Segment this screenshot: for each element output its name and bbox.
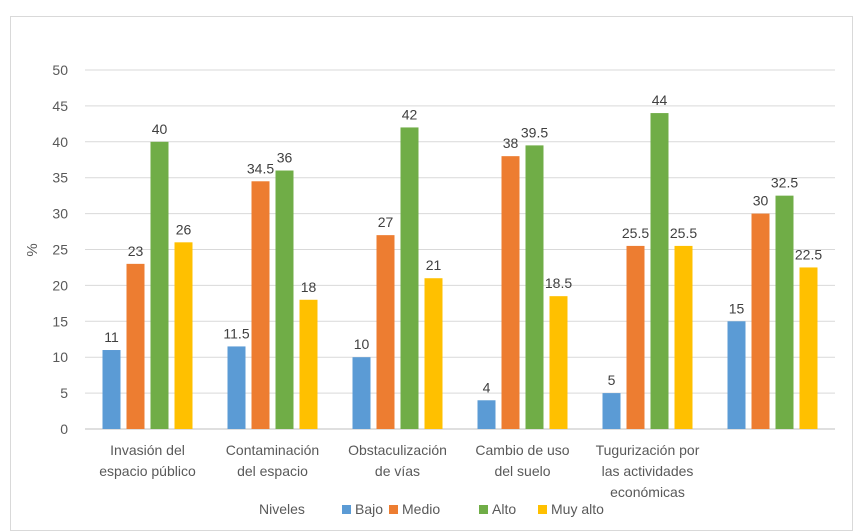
y-tick-label: 40 <box>52 134 68 150</box>
y-tick-label: 5 <box>60 385 68 401</box>
bar-alto <box>275 170 294 429</box>
data-label: 44 <box>652 92 668 108</box>
legend-label: Bajo <box>355 501 383 517</box>
y-tick-label: 45 <box>52 98 68 114</box>
data-label: 40 <box>152 121 168 137</box>
x-category-label: espacio público <box>99 463 196 479</box>
x-category-label: Obstaculización <box>348 442 447 458</box>
data-label: 10 <box>354 336 370 352</box>
x-axis-categories: Invasión del espacio público Contaminación… <box>99 442 699 500</box>
y-tick-label: 0 <box>60 421 68 437</box>
x-category-label: de vías <box>375 463 420 479</box>
y-tick-label: 20 <box>52 277 68 293</box>
gridlines <box>85 69 835 430</box>
data-label: 4 <box>483 379 491 395</box>
legend-label: Alto <box>492 501 516 517</box>
y-tick-label: 15 <box>52 313 68 329</box>
data-label: 11 <box>104 329 119 345</box>
data-label: 30 <box>753 193 769 209</box>
bar-bajo <box>227 346 246 429</box>
bar-alto <box>650 113 669 429</box>
bar-muy-alto <box>299 299 318 429</box>
bar-alto <box>525 145 544 429</box>
bar-muy-alto <box>549 296 568 429</box>
data-label: 22.5 <box>795 246 822 262</box>
bar-medio <box>626 245 645 429</box>
y-tick-label: 50 <box>52 62 68 78</box>
data-label: 36 <box>277 150 293 166</box>
bar-alto <box>150 141 169 430</box>
legend-swatch-bajo <box>342 505 351 514</box>
y-axis-ticks: 0 5 10 15 20 25 30 35 40 45 50 <box>52 62 68 437</box>
legend-swatch-alto <box>479 505 488 514</box>
data-label: 42 <box>402 106 418 122</box>
x-category-label: del suelo <box>494 463 550 479</box>
y-tick-label: 30 <box>52 206 68 222</box>
bar-bajo <box>727 321 746 429</box>
data-label: 32.5 <box>771 175 798 191</box>
bar-muy-alto <box>174 242 193 429</box>
bar-medio <box>376 235 395 429</box>
data-label: 26 <box>176 221 192 237</box>
data-label: 15 <box>729 300 745 316</box>
legend-label: Muy alto <box>551 501 604 517</box>
bar-medio <box>751 213 770 429</box>
x-category-label: del espacio <box>237 463 308 479</box>
legend: Niveles Bajo Medio Alto Muy alto <box>259 501 604 517</box>
y-tick-label: 10 <box>52 349 68 365</box>
bar-alto <box>775 195 794 429</box>
data-label: 39.5 <box>521 124 548 140</box>
bar-medio <box>251 181 270 429</box>
bar-muy-alto <box>674 245 693 429</box>
data-label: 18 <box>301 279 317 295</box>
y-axis-label: % <box>24 243 41 256</box>
x-category-label: Tugurización por <box>596 442 700 458</box>
data-label: 38 <box>503 135 519 151</box>
x-category-label: Cambio de uso <box>475 442 569 458</box>
bar-muy-alto <box>424 278 443 429</box>
data-label: 34.5 <box>247 160 274 176</box>
legend-swatch-medio <box>389 505 398 514</box>
x-category-label: las actividades <box>602 463 694 479</box>
data-label: 11.5 <box>223 325 249 341</box>
y-tick-label: 35 <box>52 170 68 186</box>
bar-bajo <box>352 357 371 429</box>
bar-alto <box>400 127 419 429</box>
data-label: 25.5 <box>622 225 649 241</box>
bar-bajo <box>102 350 121 429</box>
legend-swatch-muy-alto <box>538 505 547 514</box>
legend-label: Medio <box>402 501 440 517</box>
bar-medio <box>501 156 520 429</box>
bar-medio <box>126 263 145 429</box>
legend-title: Niveles <box>259 501 305 517</box>
data-label: 18.5 <box>545 275 572 291</box>
x-category-label: Invasión del <box>110 442 185 458</box>
bar-bajo <box>602 393 621 429</box>
bar-bajo <box>477 400 496 429</box>
data-label: 23 <box>128 243 144 259</box>
data-label: 25.5 <box>670 225 697 241</box>
bar-muy-alto <box>799 267 818 429</box>
data-label: 5 <box>608 372 616 388</box>
data-label: 21 <box>426 257 442 273</box>
x-category-label: Contaminación <box>226 442 319 458</box>
x-category-label: económicas <box>610 484 685 500</box>
y-tick-label: 25 <box>52 242 68 258</box>
bars <box>102 113 818 430</box>
data-label: 27 <box>378 214 394 230</box>
